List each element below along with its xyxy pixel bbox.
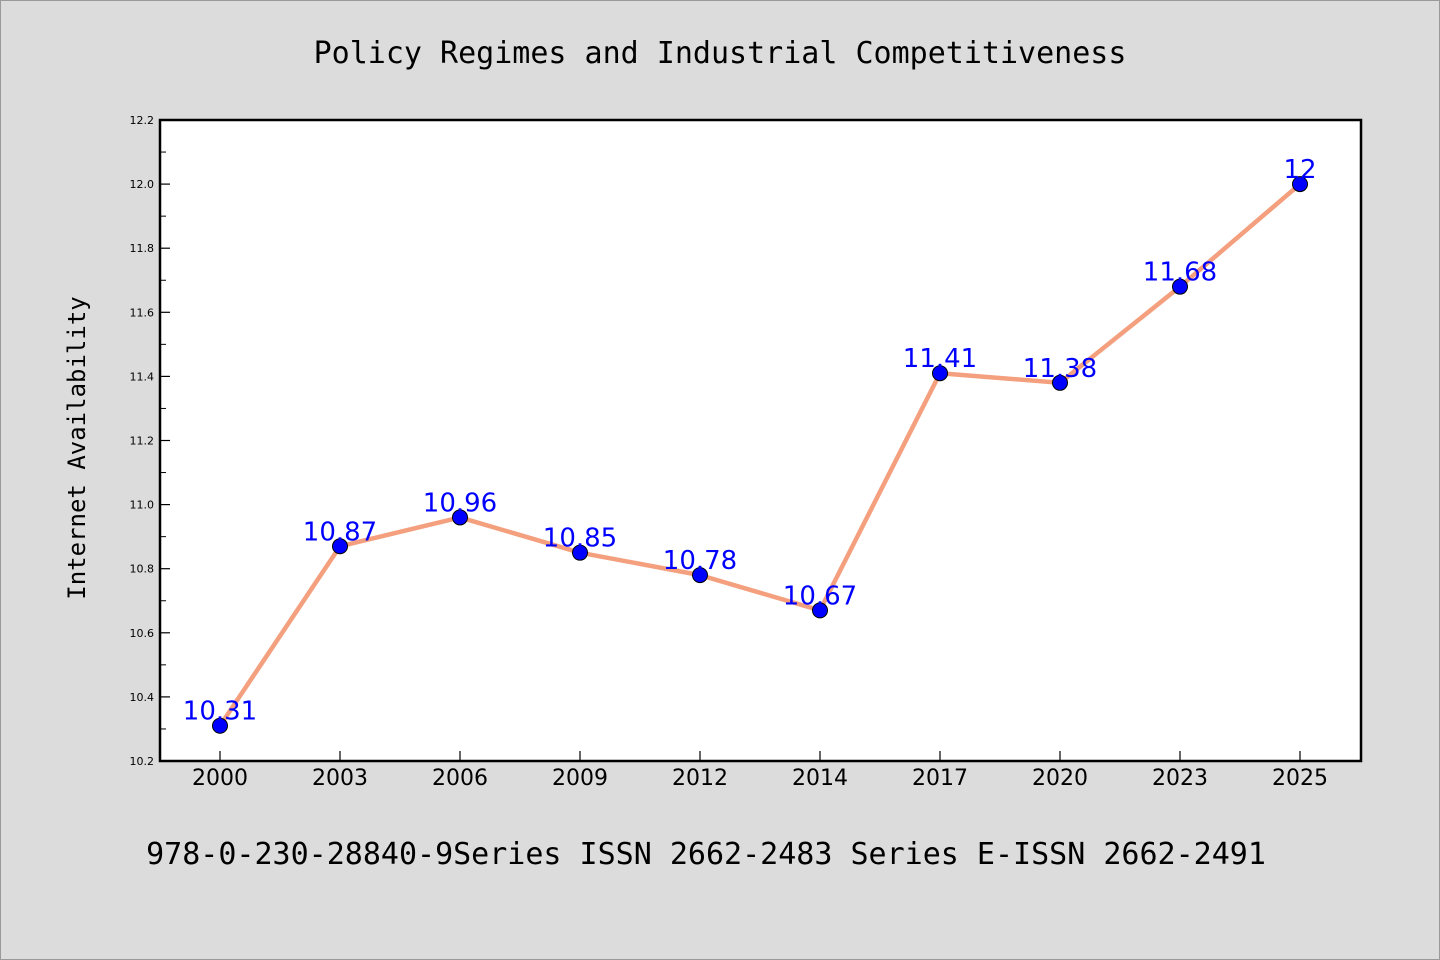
x-tick-label: 2023 — [1152, 766, 1208, 791]
data-point — [1292, 176, 1308, 193]
data-point — [332, 538, 348, 555]
x-tick-label: 2020 — [1032, 766, 1088, 791]
plot-border — [158, 118, 1363, 763]
data-label: 10.67 — [783, 581, 857, 611]
series-line — [217, 181, 1303, 728]
data-point — [1052, 374, 1068, 391]
series-markers — [212, 176, 1308, 734]
y-tick-label: 10.4 — [130, 691, 155, 704]
x-tick-label: 2000 — [192, 766, 248, 791]
x-tick-label: 2025 — [1272, 766, 1328, 791]
x-tick-label: 2012 — [672, 766, 728, 791]
y-tick-label: 11.2 — [130, 435, 155, 448]
y-tick-label: 10.6 — [130, 627, 155, 640]
y-tick-label: 11.6 — [130, 306, 155, 319]
y-tick-label: 12.2 — [130, 114, 155, 127]
data-label: 11.68 — [1143, 258, 1217, 288]
data-label: 10.31 — [183, 697, 257, 727]
y-tick-label: 11.4 — [130, 370, 155, 383]
data-label: 10.87 — [303, 517, 377, 547]
x-axis: 2000 2003 2006 2009 2012 2014 2017 2020 2023 2025 — [192, 751, 1328, 791]
x-tick-label: 2006 — [432, 766, 488, 791]
chart-title: Policy Regimes and Industrial Competitiv… — [314, 36, 1127, 71]
data-labels: 10.31 10.87 10.96 10.85 10.78 10.67 11.41 11.38… — [183, 155, 1317, 727]
y-tick-label: 10.8 — [130, 563, 155, 576]
data-point — [692, 567, 708, 584]
plot-area — [160, 120, 1361, 761]
x-tick-label: 2009 — [552, 766, 608, 791]
data-label: 10.96 — [423, 488, 497, 518]
data-label: 12 — [1283, 155, 1316, 185]
chart-subtitle: 978-0-230-28840-9Series ISSN 2662-2483 S… — [146, 837, 1266, 872]
data-label: 11.41 — [903, 344, 977, 374]
data-point — [452, 509, 468, 526]
data-point — [1172, 278, 1188, 295]
y-tick-label: 11.8 — [130, 242, 155, 255]
x-tick-label: 2017 — [912, 766, 968, 791]
y-tick-label: 10.2 — [130, 755, 155, 768]
y-axis-label: Internet Availability — [63, 296, 91, 599]
data-label: 10.78 — [663, 546, 737, 576]
data-label: 10.85 — [543, 524, 617, 554]
data-point — [932, 365, 948, 382]
y-axis: 10.2 10.4 10.6 10.8 11.0 11.2 11.4 11.6 11.8 12.0… — [130, 114, 170, 768]
y-tick-label: 12.0 — [130, 178, 155, 191]
data-point — [212, 717, 228, 734]
x-tick-label: 2014 — [792, 766, 848, 791]
data-label: 11.38 — [1023, 354, 1097, 384]
y-tick-label: 11.0 — [130, 499, 155, 512]
x-tick-label: 2003 — [312, 766, 368, 791]
data-point — [812, 602, 828, 619]
data-point — [572, 544, 588, 561]
